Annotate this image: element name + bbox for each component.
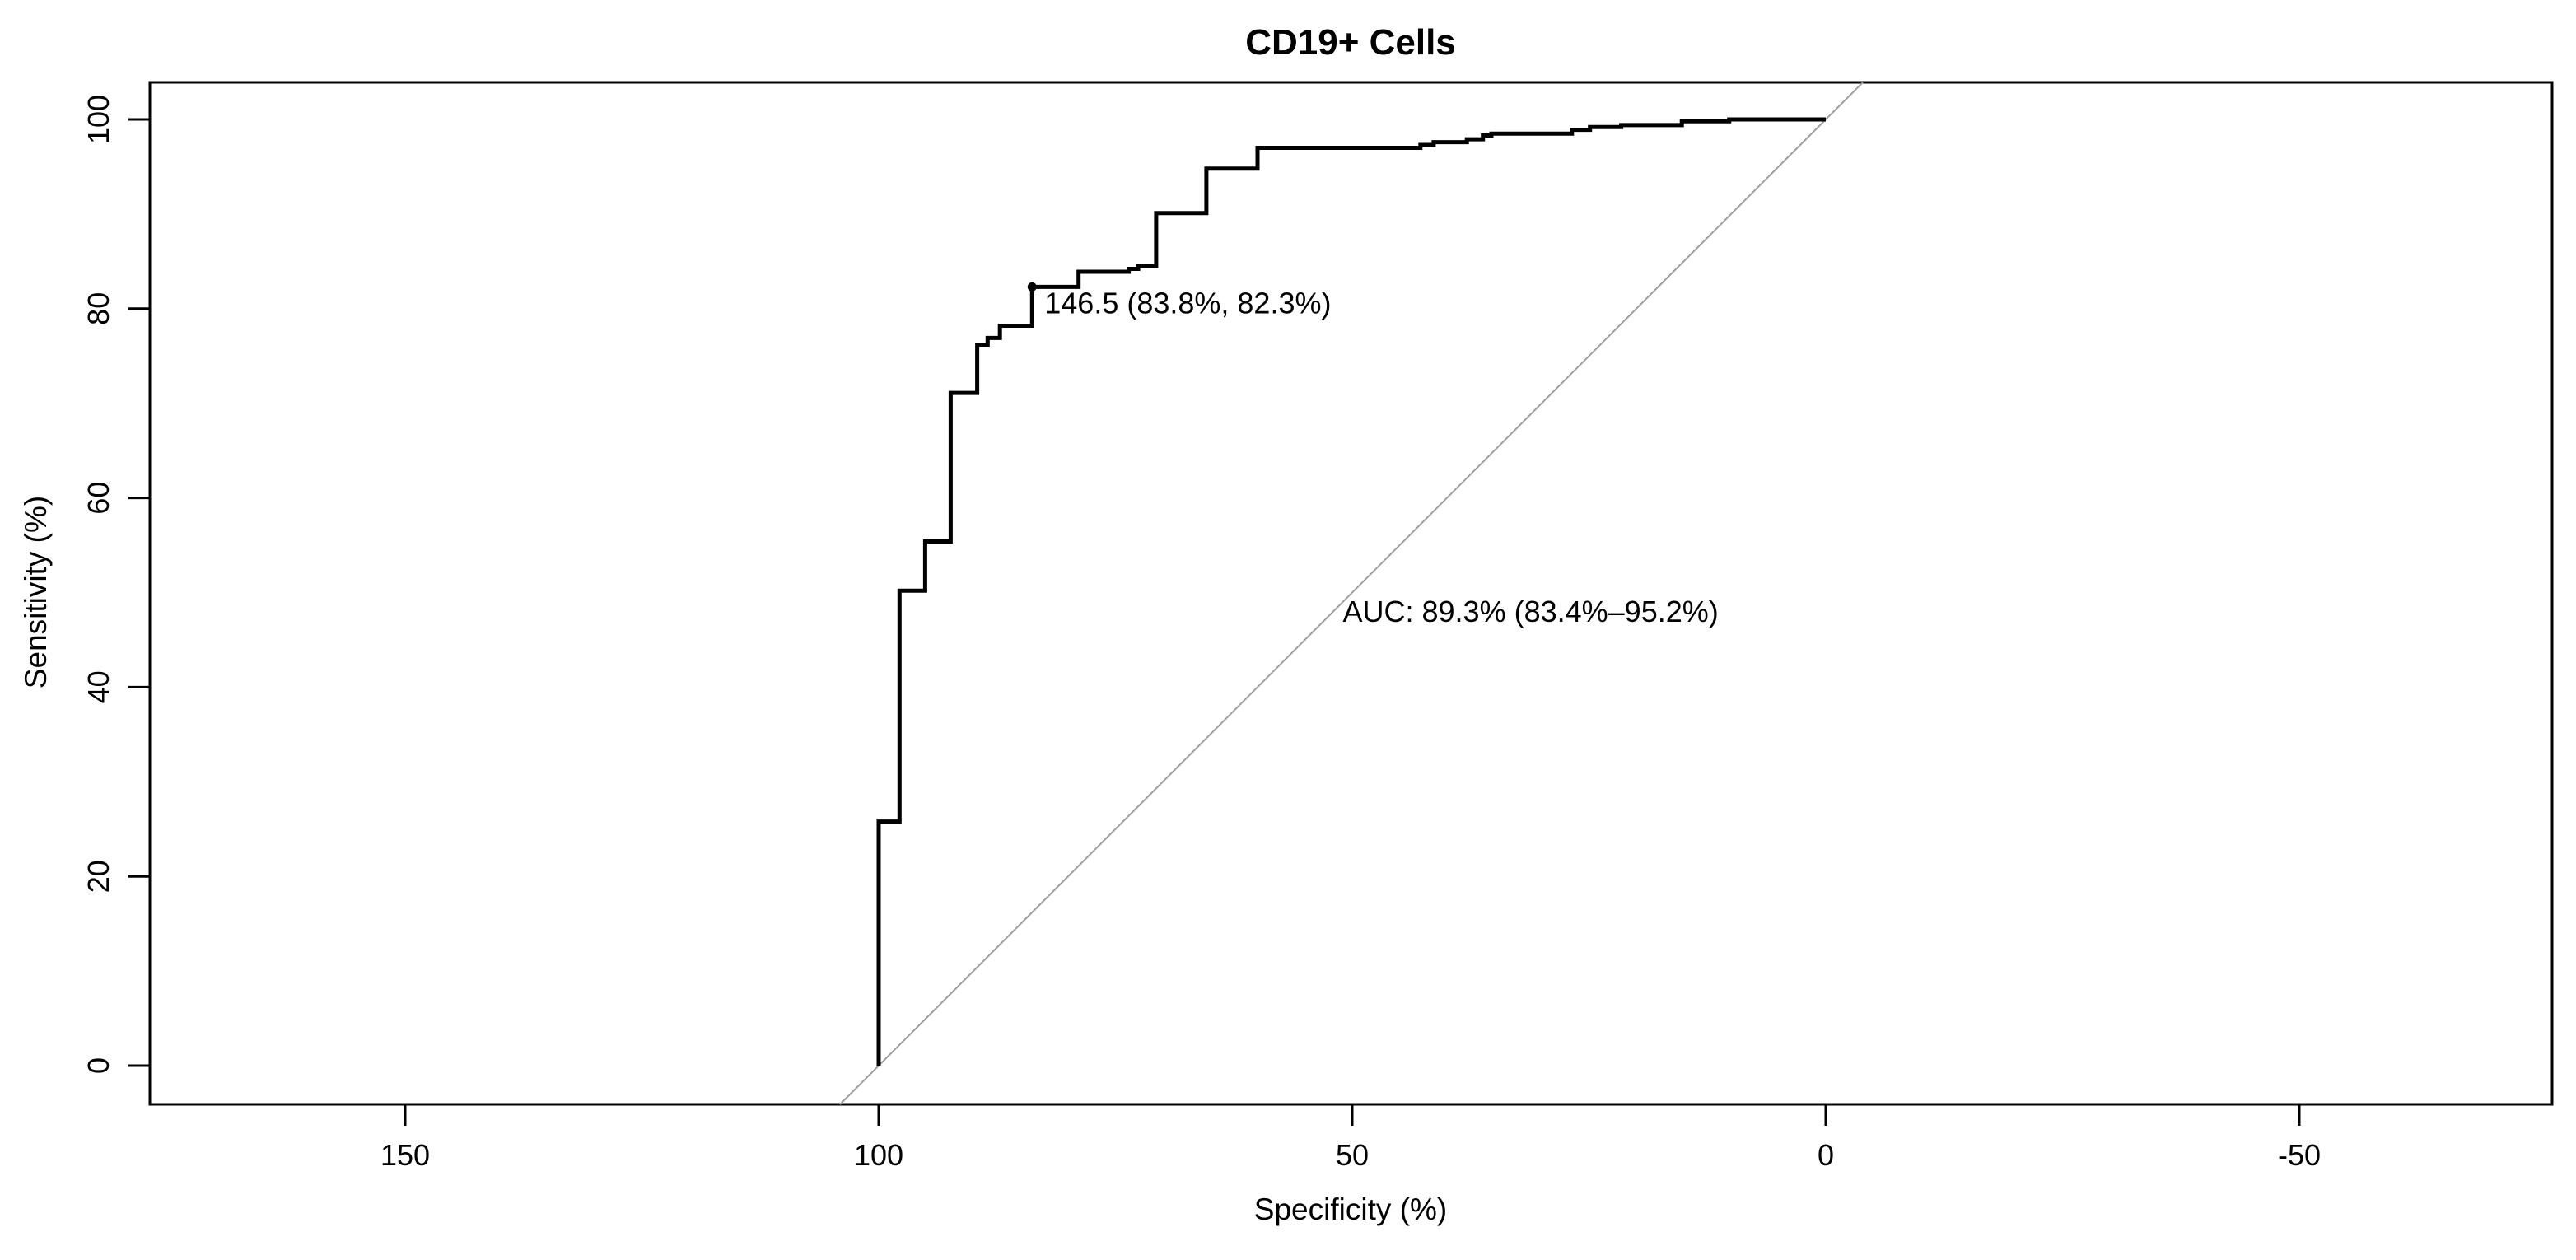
x-axis-label: Specificity (%): [1254, 1192, 1447, 1226]
y-tick-label: 20: [82, 860, 115, 893]
x-axis: 150 100 50 0 -50: [380, 1104, 2321, 1172]
y-tick-label: 80: [82, 292, 115, 325]
y-axis-label: Sensitivity (%): [19, 496, 53, 688]
x-tick-label: -50: [2278, 1138, 2321, 1172]
x-tick-label: 150: [380, 1138, 430, 1172]
x-tick-label: 100: [854, 1138, 903, 1172]
x-tick-label: 50: [1336, 1138, 1369, 1172]
diagonal-reference-line: [839, 82, 1864, 1105]
y-tick-label: 60: [82, 482, 115, 515]
roc-curve: [876, 117, 1826, 1066]
y-tick-label: 100: [82, 95, 115, 144]
y-tick-label: 0: [82, 1057, 115, 1074]
chart-title: CD19+ Cells: [1245, 22, 1456, 63]
threshold-annotation: 146.5 (83.8%, 82.3%): [1044, 287, 1331, 320]
threshold-point: [1027, 282, 1037, 292]
x-tick-label: 0: [1818, 1138, 1834, 1172]
y-axis: 0 20 40 60 80 100: [82, 95, 150, 1074]
y-tick-label: 40: [82, 670, 115, 703]
auc-annotation: AUC: 89.3% (83.4%–95.2%): [1343, 595, 1719, 628]
